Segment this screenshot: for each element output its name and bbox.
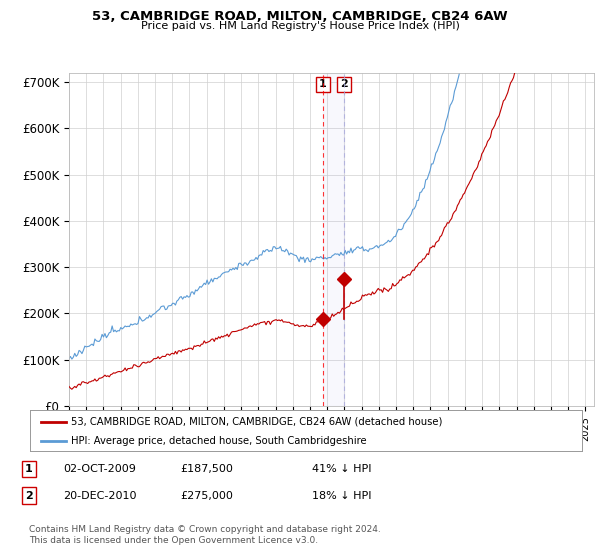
Text: 1: 1 (25, 464, 32, 474)
Text: 2: 2 (340, 80, 348, 90)
Text: Contains HM Land Registry data © Crown copyright and database right 2024.
This d: Contains HM Land Registry data © Crown c… (29, 525, 380, 545)
Text: Price paid vs. HM Land Registry's House Price Index (HPI): Price paid vs. HM Land Registry's House … (140, 21, 460, 31)
Text: 41% ↓ HPI: 41% ↓ HPI (312, 464, 371, 474)
Text: 20-DEC-2010: 20-DEC-2010 (63, 491, 137, 501)
Text: 02-OCT-2009: 02-OCT-2009 (63, 464, 136, 474)
Text: £187,500: £187,500 (180, 464, 233, 474)
Text: 53, CAMBRIDGE ROAD, MILTON, CAMBRIDGE, CB24 6AW: 53, CAMBRIDGE ROAD, MILTON, CAMBRIDGE, C… (92, 10, 508, 23)
Text: HPI: Average price, detached house, South Cambridgeshire: HPI: Average price, detached house, Sout… (71, 436, 367, 446)
Text: 18% ↓ HPI: 18% ↓ HPI (312, 491, 371, 501)
Text: 1: 1 (319, 80, 327, 90)
Bar (323, 73, 344, 406)
Text: 2: 2 (25, 491, 32, 501)
Text: 53, CAMBRIDGE ROAD, MILTON, CAMBRIDGE, CB24 6AW (detached house): 53, CAMBRIDGE ROAD, MILTON, CAMBRIDGE, C… (71, 417, 443, 427)
Text: £275,000: £275,000 (180, 491, 233, 501)
